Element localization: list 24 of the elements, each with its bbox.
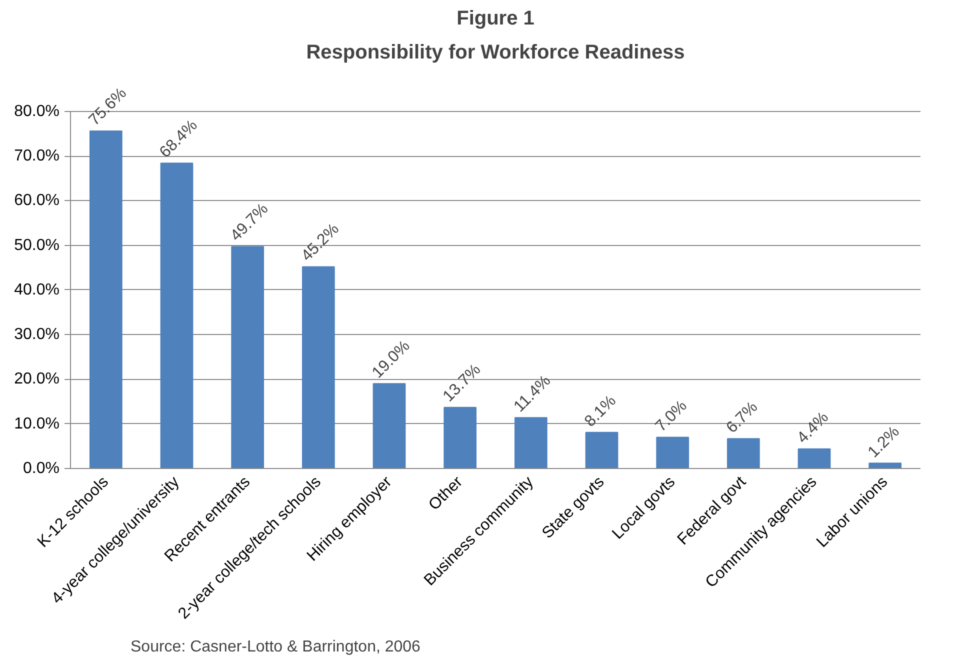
chart-subtitle: Responsibility for Workforce Readiness <box>306 42 685 64</box>
bar <box>585 432 618 468</box>
y-tick-label: 0.0% <box>23 460 60 477</box>
bar <box>444 406 477 468</box>
source-note: Source: Casner-Lotto & Barrington, 2006 <box>130 638 421 656</box>
bar <box>89 130 122 468</box>
y-tick-label: 20.0% <box>14 370 60 388</box>
y-tick-label: 60.0% <box>14 192 60 210</box>
y-tick-label: 70.0% <box>14 148 60 164</box>
bar <box>372 383 406 468</box>
bar <box>160 162 194 468</box>
y-tick-label: 10.0% <box>14 415 60 432</box>
bar <box>302 266 335 468</box>
y-tick-label: 50.0% <box>14 236 60 254</box>
y-tick-label: 30.0% <box>14 326 60 344</box>
y-tick-label: 40.0% <box>14 281 60 298</box>
bar <box>798 448 831 468</box>
bar <box>656 436 690 468</box>
bar <box>726 438 760 468</box>
bar <box>231 246 264 468</box>
bar <box>514 417 548 468</box>
chart-title: Figure 1 <box>456 8 534 30</box>
bar <box>868 462 902 468</box>
y-tick-label: 80.0% <box>14 102 60 120</box>
